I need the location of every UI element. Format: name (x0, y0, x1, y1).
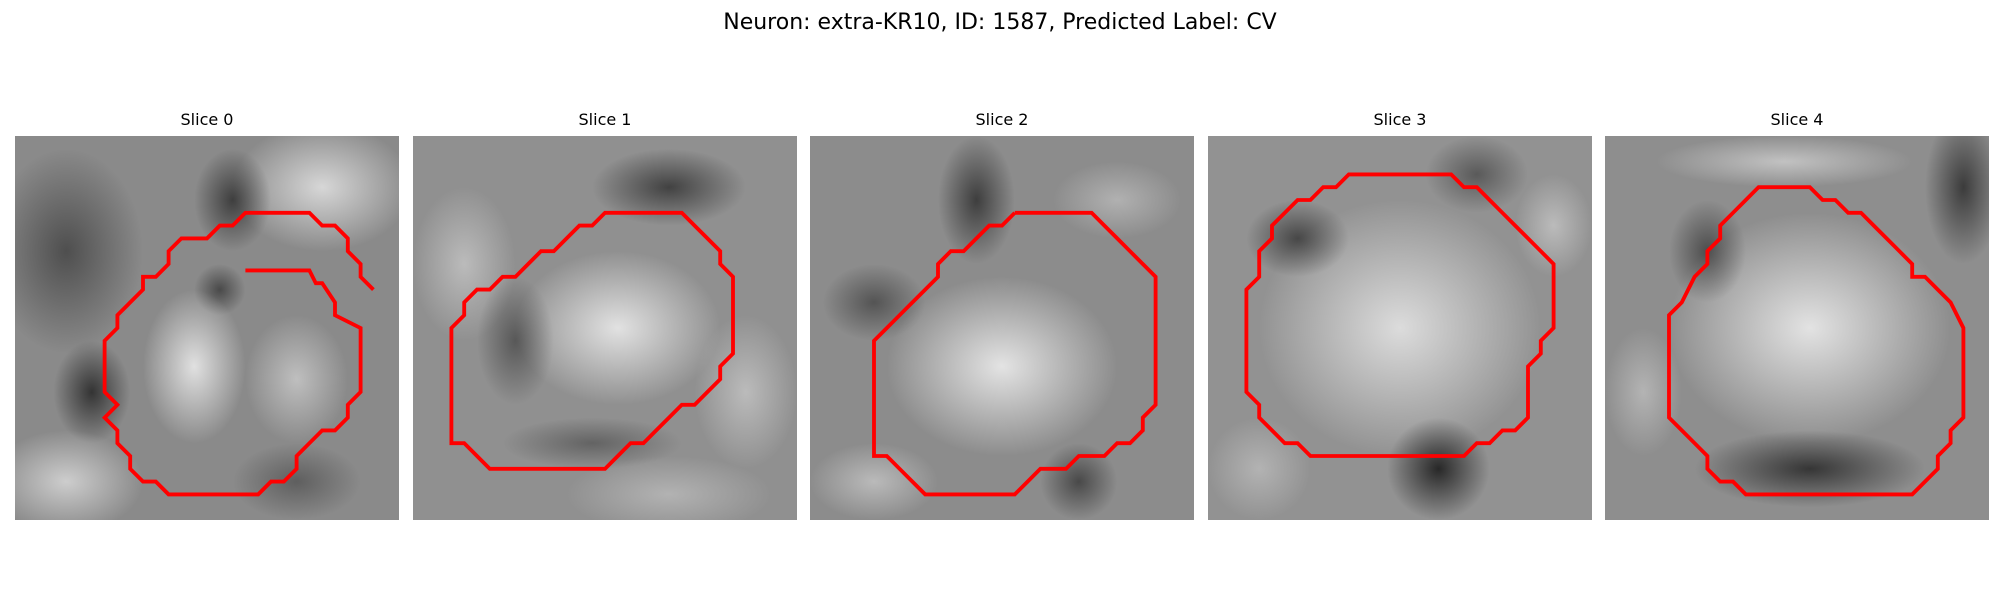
slice-title: Slice 0 (180, 110, 234, 129)
slice-image (413, 136, 797, 520)
slice-title: Slice 4 (1770, 110, 1824, 129)
slice-panel-4: Slice 4 (1605, 108, 1989, 520)
slice-panel-1: Slice 1 (413, 108, 797, 520)
slice-title: Slice 2 (975, 110, 1029, 129)
slice-title: Slice 3 (1373, 110, 1427, 129)
slice-image (1605, 136, 1989, 520)
slice-panel-0: Slice 0 (15, 108, 399, 520)
slice-panel-2: Slice 2 (810, 108, 1194, 520)
slice-panel-3: Slice 3 (1208, 108, 1592, 520)
figure-title: Neuron: extra-KR10, ID: 1587, Predicted … (723, 10, 1277, 35)
slice-image (810, 136, 1194, 520)
slice-image (1208, 136, 1592, 520)
slice-title: Slice 1 (578, 110, 632, 129)
slice-image (15, 136, 399, 520)
